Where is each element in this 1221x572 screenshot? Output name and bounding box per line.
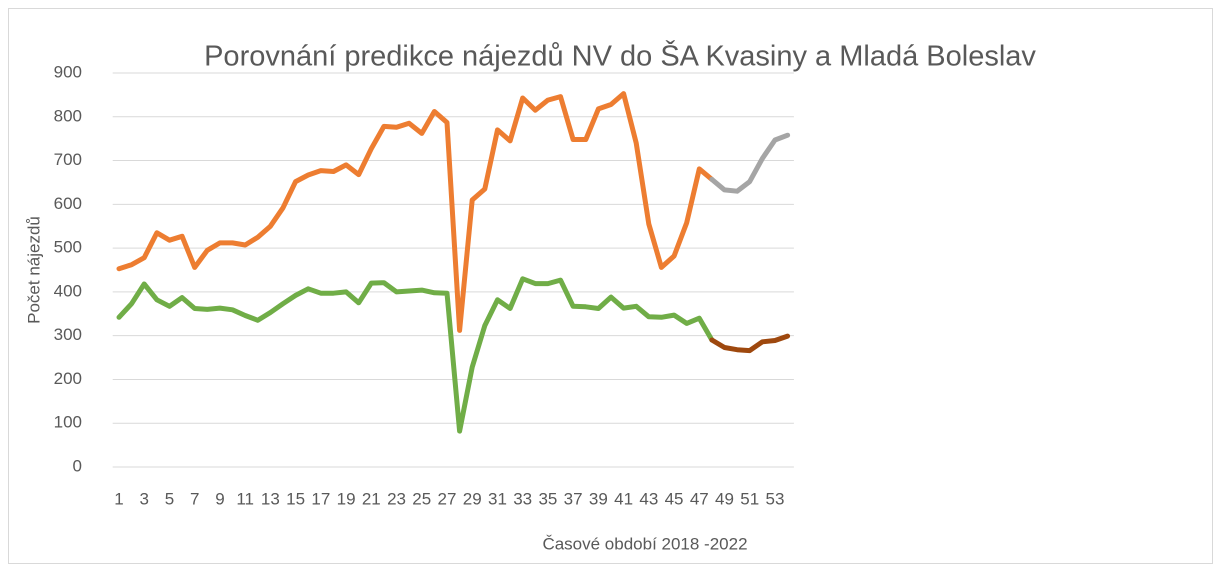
chart-title: Porovnání predikce nájezdů NV do ŠA Kvas… bbox=[204, 39, 1036, 73]
line-series bbox=[116, 91, 715, 333]
x-tick-label: 47 bbox=[690, 489, 709, 508]
y-axis-label: Počet nájezdů bbox=[24, 216, 43, 324]
x-tick-label: 33 bbox=[513, 489, 532, 508]
x-tick-label: 29 bbox=[463, 489, 482, 508]
x-tick-label: 39 bbox=[589, 489, 608, 508]
y-tick-label: 700 bbox=[54, 150, 82, 169]
x-tick-label: 17 bbox=[311, 489, 330, 508]
x-tick-label: 45 bbox=[665, 489, 684, 508]
x-tick-label: 15 bbox=[286, 489, 305, 508]
x-tick-label: 3 bbox=[140, 489, 149, 508]
x-tick-label: 9 bbox=[215, 489, 224, 508]
x-tick-label: 37 bbox=[564, 489, 583, 508]
x-tick-label: 23 bbox=[387, 489, 406, 508]
y-tick-label: 600 bbox=[54, 194, 82, 213]
x-axis-label: Časové období 2018 -2022 bbox=[542, 534, 747, 553]
line-series bbox=[709, 132, 791, 194]
y-tick-label: 100 bbox=[54, 413, 82, 432]
y-tick-label: 200 bbox=[54, 369, 82, 388]
chart-border bbox=[8, 8, 1213, 564]
y-tick-label: 300 bbox=[54, 325, 82, 344]
y-tick-label: 0 bbox=[73, 456, 82, 475]
x-tick-label: 49 bbox=[715, 489, 734, 508]
line-series bbox=[116, 276, 715, 434]
x-tick-label: 19 bbox=[337, 489, 356, 508]
x-tick-label: 31 bbox=[488, 489, 507, 508]
x-tick-label: 5 bbox=[165, 489, 174, 508]
x-tick-label: 1 bbox=[114, 489, 123, 508]
x-tick-label: 27 bbox=[438, 489, 457, 508]
x-tick-label: 43 bbox=[639, 489, 658, 508]
x-tick-label: 35 bbox=[538, 489, 557, 508]
y-tick-label: 800 bbox=[54, 106, 82, 125]
x-tick-label: 25 bbox=[412, 489, 431, 508]
x-tick-label: 53 bbox=[766, 489, 785, 508]
x-tick-label: 51 bbox=[740, 489, 759, 508]
y-tick-label: 400 bbox=[54, 281, 82, 300]
y-tick-label: 900 bbox=[54, 62, 82, 81]
x-tick-label: 21 bbox=[362, 489, 381, 508]
x-tick-label: 41 bbox=[614, 489, 633, 508]
x-tick-label: 7 bbox=[190, 489, 199, 508]
x-tick-label: 13 bbox=[261, 489, 280, 508]
y-tick-label: 500 bbox=[54, 238, 82, 257]
x-tick-label: 11 bbox=[236, 489, 254, 508]
line-series bbox=[709, 333, 791, 354]
